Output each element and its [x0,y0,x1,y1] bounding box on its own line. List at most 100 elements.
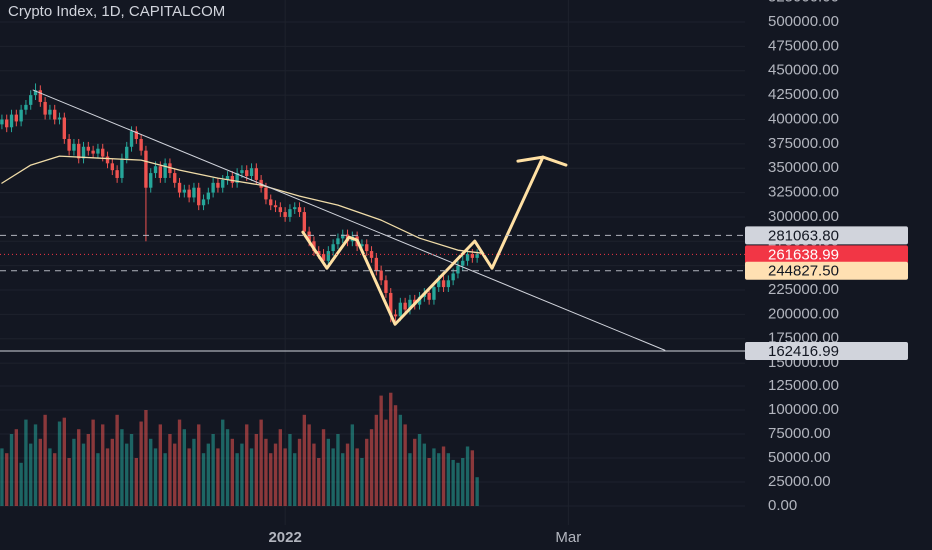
candle-body [91,150,95,154]
candle-body [187,189,191,198]
volume-bar [139,421,143,506]
candle-body [153,166,158,174]
volume-bar [43,414,47,506]
level-label: 162416.99 [768,343,839,360]
candle-body [149,173,153,188]
volume-bar [129,434,134,506]
volume-bar [413,438,417,506]
x-tick-label: 2022 [268,529,301,546]
volume-bar [9,434,14,506]
candle-body [53,109,57,120]
volume-bar [321,429,326,506]
volume-bar [81,443,86,506]
y-tick-label: 500000.00 [768,13,839,30]
candle-body [235,173,239,183]
chart-title: Crypto Index, 1D, CAPITALCOM [8,3,225,20]
axes: 150000.00175000.00200000.00225000.002500… [268,0,908,546]
volume-bar [168,434,172,506]
candle-body [206,192,211,200]
candle-body [77,143,81,159]
volume-bar [461,458,465,506]
volume-bar [379,395,383,506]
volume-bar [96,453,100,506]
candle-body [307,231,311,242]
candle-body [158,166,163,178]
volume-bar [264,438,268,506]
candle-body [62,117,67,139]
volume-bar [365,438,369,506]
candle-body [24,104,28,110]
candle-body [369,251,374,258]
candle-body [14,114,19,122]
volume-pane [0,392,479,506]
volume-bar [302,414,307,506]
candle-body [197,187,201,206]
candle-body [163,163,167,178]
candle-body [86,146,91,151]
volume-bar [437,453,441,506]
candle-body [245,170,249,177]
level-box [745,261,908,280]
volume-bar [38,438,43,506]
candle-body [389,292,393,315]
candle-body [379,270,383,281]
volume-bar [417,434,422,506]
volume-bar [201,453,206,506]
drawings [0,89,745,352]
candle-body [177,182,182,193]
volume-bar [5,453,9,506]
trendline [32,89,666,351]
candle-body [288,209,292,217]
volume-bar [134,458,139,506]
volume-bar [422,443,427,506]
arrow-head [516,155,568,167]
volume-bar [163,453,167,506]
volume-bar [24,419,28,506]
candle-body [336,238,340,245]
volume-bar [86,434,91,506]
volume-bar [240,443,244,506]
volume-bar [33,424,38,506]
y-tick-label: 225000.00 [768,281,839,298]
y-tick-label: 425000.00 [768,86,839,103]
candle-body [384,280,388,293]
volume-tick-label: 75000.00 [768,425,831,442]
volume-bar [57,421,62,506]
volume-bar [144,410,148,506]
volume-bar [29,443,33,506]
volume-bar [297,438,302,506]
level-label: 244827.50 [768,263,839,280]
volume-bar [125,443,129,506]
y-tick-label: 200000.00 [768,305,839,322]
candle-body [67,138,71,151]
volume-bar [360,458,364,506]
volume-bar [182,429,187,506]
volume-bar [14,429,19,506]
candle-body [110,163,115,171]
candle-body [432,287,436,300]
candle-body [29,95,33,105]
volume-bar [187,448,191,506]
y-tick-label: 300000.00 [768,208,839,225]
volume-bar [465,446,470,506]
candle-body [134,131,139,139]
candle-body [326,251,331,261]
volume-tick-label: 0.00 [768,497,797,514]
volume-bar [101,424,105,506]
candle-body [182,189,187,193]
volume-bar [451,459,455,506]
volume-bar [389,392,393,506]
volume-bar [91,419,95,506]
volume-bar [249,448,254,506]
candle-body [72,143,76,151]
candle-body [129,131,134,147]
volume-bar [427,458,431,506]
candle-body [302,212,307,232]
y-tick-label: 450000.00 [768,62,839,79]
level-box [745,226,908,245]
volume-bar [475,477,479,506]
level-label: 261638.99 [768,246,839,263]
candle-body [38,90,43,102]
candle-body [441,280,446,288]
